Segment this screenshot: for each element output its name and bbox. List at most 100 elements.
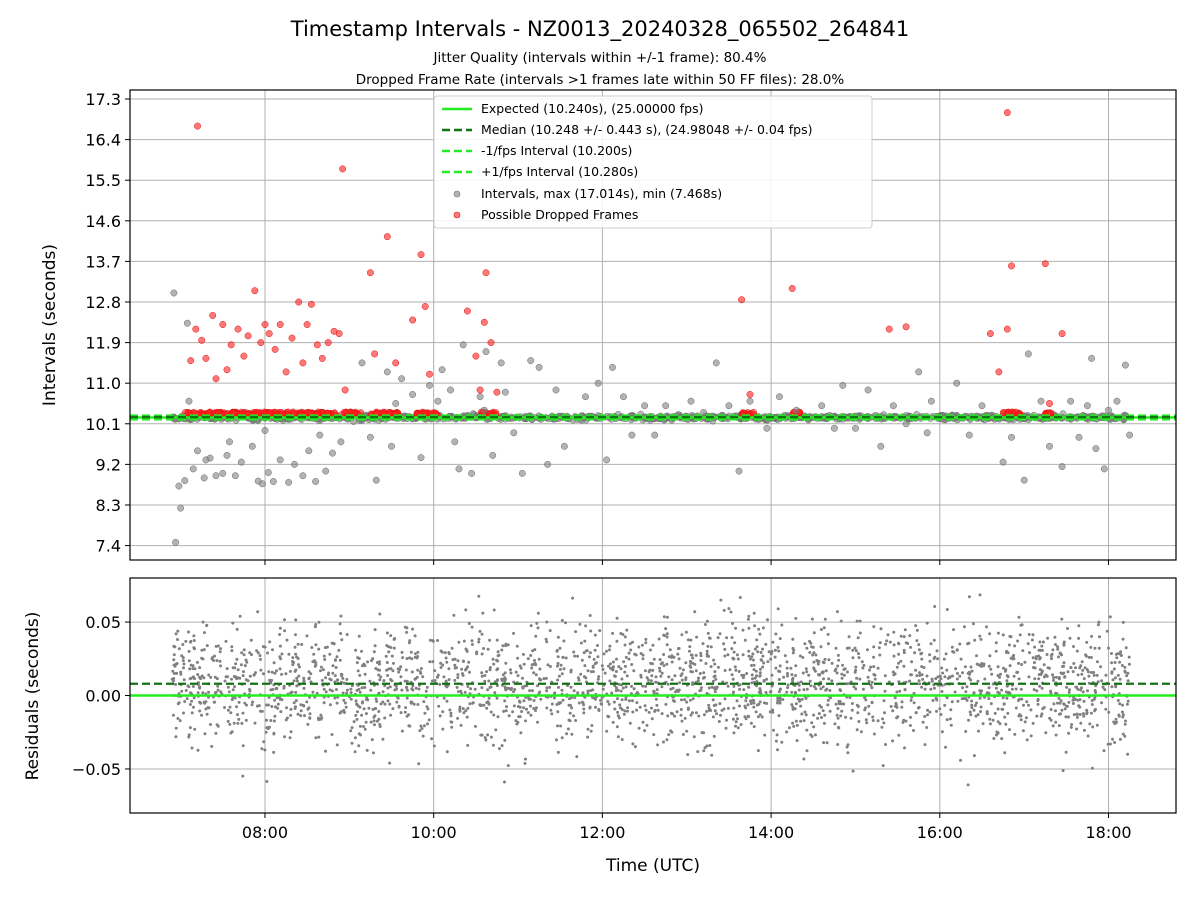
residuals-y-tick-label: −0.05 (72, 760, 121, 779)
residual-point (467, 660, 471, 664)
residual-point (1098, 635, 1101, 639)
residual-point (1005, 696, 1009, 700)
interval-point (594, 379, 602, 387)
residual-point (1049, 718, 1053, 722)
residual-point (205, 644, 209, 648)
residual-point (667, 733, 671, 737)
residual-point (219, 647, 223, 651)
residual-point (747, 649, 751, 653)
residual-point (1099, 665, 1103, 669)
residual-point (538, 667, 542, 671)
interval-point (212, 472, 220, 480)
residual-point (1123, 734, 1127, 738)
residual-point (835, 671, 839, 675)
residual-point (781, 698, 785, 701)
residual-point (523, 761, 527, 765)
residual-point (230, 649, 234, 653)
residual-point (480, 674, 484, 678)
residual-point (710, 685, 714, 689)
residual-point (477, 594, 481, 598)
residual-point (226, 719, 230, 723)
residual-point (691, 661, 695, 665)
interval-point (337, 438, 345, 446)
residual-point (457, 640, 461, 644)
residual-point (598, 629, 602, 633)
residual-point (960, 697, 964, 701)
residual-point (390, 654, 394, 658)
residual-point (1119, 650, 1123, 654)
residual-point (720, 708, 724, 712)
residual-point (799, 719, 803, 723)
residual-point (1001, 633, 1005, 637)
residual-point (972, 708, 976, 712)
dropped-frame-point (257, 339, 265, 347)
residual-point (962, 625, 966, 629)
residual-point (317, 647, 321, 651)
residual-point (364, 712, 368, 716)
residual-point (745, 672, 749, 675)
residual-point (367, 706, 371, 710)
residual-point (413, 634, 417, 638)
residual-point (355, 661, 359, 665)
residual-point (855, 703, 859, 707)
residual-point (458, 707, 462, 711)
interval-point (285, 478, 293, 486)
residual-point (404, 668, 408, 672)
residual-point (243, 701, 247, 705)
residual-point (307, 670, 311, 674)
residual-point (880, 725, 884, 729)
residual-point (587, 655, 591, 659)
residual-point (201, 691, 205, 695)
residual-point (819, 705, 823, 709)
residual-point (936, 675, 940, 679)
residual-point (539, 697, 543, 701)
residual-point (426, 722, 429, 726)
residual-point (669, 687, 673, 691)
residual-point (306, 722, 310, 726)
residual-point (501, 644, 505, 648)
residual-point (1063, 707, 1067, 711)
residual-point (713, 709, 717, 713)
residual-point (805, 646, 809, 650)
residual-point (808, 651, 812, 654)
residual-point (356, 669, 360, 673)
residual-point (871, 719, 875, 722)
residual-point (1052, 676, 1055, 679)
residual-point (712, 675, 716, 679)
residual-point (463, 690, 467, 694)
residual-point (278, 667, 282, 671)
residual-point (1033, 677, 1037, 681)
residual-point (1075, 727, 1079, 731)
residual-point (786, 672, 789, 675)
residual-point (314, 663, 318, 667)
residual-point (1118, 737, 1122, 741)
residual-point (945, 608, 949, 611)
residual-point (819, 687, 823, 691)
residual-point (764, 691, 768, 694)
residual-point (758, 674, 762, 678)
residual-point (296, 642, 300, 646)
dropped-frame-point (1003, 325, 1011, 333)
residual-point (253, 721, 257, 725)
residual-point (532, 671, 536, 675)
residual-point (353, 750, 357, 754)
residual-point (1031, 656, 1035, 660)
residual-point (673, 674, 677, 678)
intervals-y-ticks: 7.48.39.210.111.011.912.813.714.615.516.… (85, 90, 130, 556)
residual-point (842, 673, 846, 677)
residual-point (612, 700, 616, 704)
residual-point (996, 631, 1000, 635)
residual-point (735, 699, 739, 703)
residual-point (210, 744, 214, 748)
residual-point (908, 679, 911, 683)
residual-point (576, 676, 580, 680)
residual-point (883, 689, 887, 693)
residual-point (534, 706, 538, 710)
residual-point (616, 714, 620, 718)
interval-point (202, 456, 210, 464)
residual-point (526, 657, 530, 661)
residual-point (384, 654, 388, 658)
interval-point (560, 442, 568, 450)
residual-point (412, 702, 416, 706)
residual-point (338, 658, 342, 662)
